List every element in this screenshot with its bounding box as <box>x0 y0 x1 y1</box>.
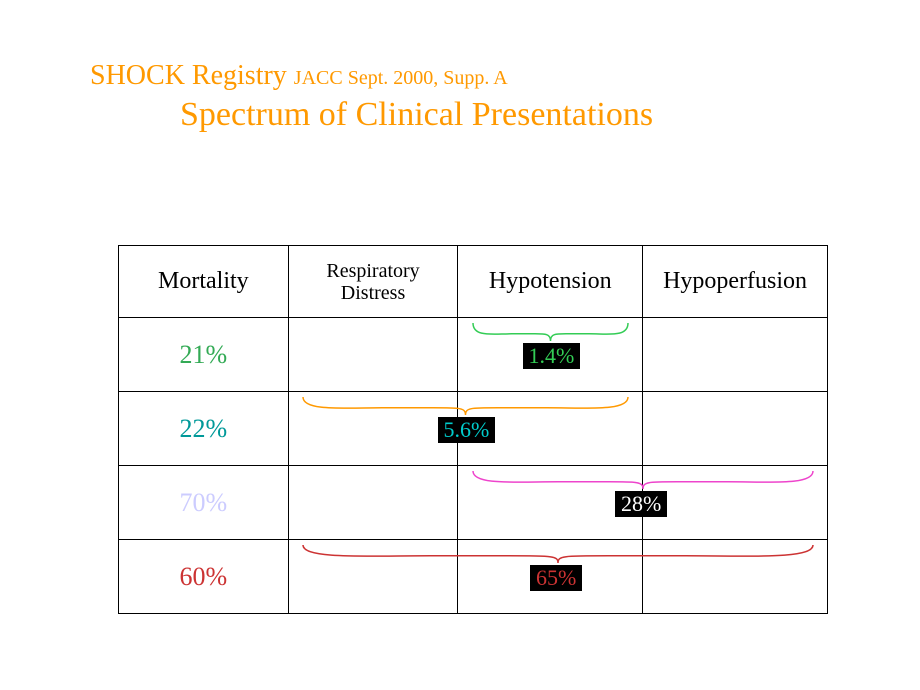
table-row: 21% <box>119 318 828 392</box>
col-mortality-header: Mortality <box>119 246 289 318</box>
table-header-row: Mortality RespiratoryDistress Hypotensio… <box>119 246 828 318</box>
mortality-value: 22% <box>180 414 228 443</box>
mortality-value: 60% <box>180 562 228 591</box>
table-row: 70% <box>119 466 828 540</box>
title-sub: JACC Sept. 2000, Supp. A <box>294 67 508 89</box>
col-hypotension-header: Hypotension <box>458 246 643 318</box>
mortality-value: 70% <box>180 488 228 517</box>
table-row: 60% <box>119 540 828 614</box>
title-line2: Spectrum of Clinical Presentations <box>180 96 653 134</box>
col-hypoperfusion-header: Hypoperfusion <box>643 246 828 318</box>
title-line1: SHOCK Registry JACC Sept. 2000, Supp. A <box>90 60 653 92</box>
spectrum-table: Mortality RespiratoryDistress Hypotensio… <box>118 245 828 614</box>
title-block: SHOCK Registry JACC Sept. 2000, Supp. A … <box>90 60 653 134</box>
title-main: SHOCK Registry <box>90 60 294 91</box>
col-respiratory-header: RespiratoryDistress <box>288 246 458 318</box>
table-row: 22% <box>119 392 828 466</box>
mortality-value: 21% <box>180 340 228 369</box>
